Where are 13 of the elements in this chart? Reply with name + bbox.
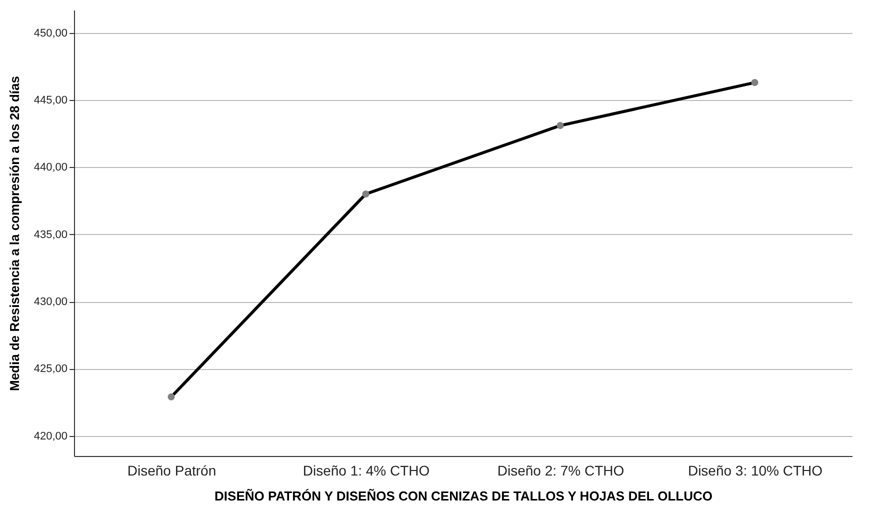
x-axis-title: DISEÑO PATRÓN Y DISEÑOS CON CENIZAS DE TALLOS Y HOJAS DEL OLLUCO [214,488,712,504]
y-tick-label: 445,00 [34,94,68,107]
y-tick-label: 440,00 [34,162,68,174]
x-tick-label: Diseño 3: 10% CTHO [688,462,823,478]
y-tick-label: 430,00 [34,296,68,308]
y-tick-label: 435,00 [34,228,68,241]
y-tick-label: 450,00 [34,27,68,40]
y-tick-label: 420,00 [34,430,68,442]
y-tick-label: 425,00 [34,363,68,376]
x-tick-label: Diseño 1: 4% CTHO [302,462,430,478]
y-axis-title: Media de Resistencia a la compresión a los 28 días [6,76,22,392]
x-tick-label: Diseño 2: 7% CTHO [497,462,624,478]
x-tick-label: Diseño Patrón [127,462,216,478]
